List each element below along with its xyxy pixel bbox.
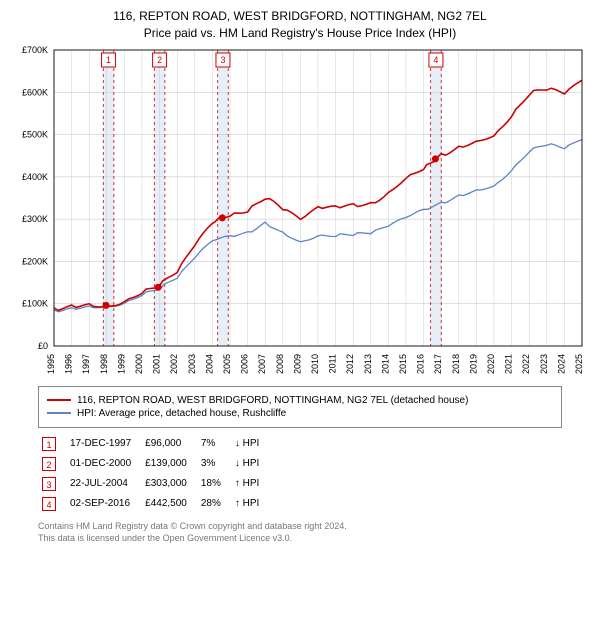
svg-text:£200K: £200K <box>22 256 48 266</box>
title-line-1: 116, REPTON ROAD, WEST BRIDGFORD, NOTTIN… <box>10 8 590 25</box>
legend: 116, REPTON ROAD, WEST BRIDGFORD, NOTTIN… <box>38 386 562 428</box>
marker-badge: 1 <box>42 437 56 451</box>
svg-text:2014: 2014 <box>380 354 390 374</box>
svg-text:2: 2 <box>157 55 162 65</box>
svg-text:1: 1 <box>106 55 111 65</box>
svg-text:2011: 2011 <box>328 354 338 373</box>
svg-text:2016: 2016 <box>416 354 426 374</box>
marker-pct: 28% <box>197 494 231 514</box>
svg-text:2018: 2018 <box>451 354 461 374</box>
svg-text:2015: 2015 <box>398 354 408 374</box>
chart-plot-area: £0 £100K £200K £300K £400K £500K £600K £700K 199… <box>10 42 590 382</box>
chart-svg: £0 £100K £200K £300K £400K £500K £600K £700K 199… <box>10 42 590 382</box>
svg-text:£700K: £700K <box>22 45 48 55</box>
marker-pct: 18% <box>197 474 231 494</box>
svg-text:£500K: £500K <box>22 129 48 139</box>
marker-badge: 3 <box>42 477 56 491</box>
footnote-line-2: This data is licensed under the Open Gov… <box>38 532 562 544</box>
svg-text:3: 3 <box>220 55 225 65</box>
svg-text:2000: 2000 <box>134 354 144 374</box>
marker-badge: 2 <box>42 457 56 471</box>
svg-text:2024: 2024 <box>556 354 566 374</box>
marker-arrow: ↓ HPI <box>231 434 269 454</box>
svg-text:1997: 1997 <box>81 354 91 374</box>
footnote-line-1: Contains HM Land Registry data © Crown c… <box>38 520 562 532</box>
legend-label-subject: 116, REPTON ROAD, WEST BRIDGFORD, NOTTIN… <box>77 395 468 406</box>
markers-table: 1 17-DEC-1997£96,0007%↓ HPI 2 01-DEC-2000£1… <box>38 434 269 514</box>
svg-text:£0: £0 <box>38 341 48 351</box>
marker-date: 02-SEP-2016 <box>66 494 141 514</box>
marker-date: 22-JUL-2004 <box>66 474 141 494</box>
footnote: Contains HM Land Registry data © Crown c… <box>38 520 562 544</box>
svg-text:2019: 2019 <box>468 354 478 374</box>
svg-text:£400K: £400K <box>22 171 48 181</box>
svg-text:1999: 1999 <box>116 354 126 374</box>
marker-row: 2 01-DEC-2000£139,0003%↓ HPI <box>38 454 269 474</box>
marker-badge: 4 <box>42 497 56 511</box>
svg-text:2009: 2009 <box>292 354 302 374</box>
svg-text:2013: 2013 <box>363 354 373 374</box>
svg-text:1995: 1995 <box>46 354 56 374</box>
svg-text:£100K: £100K <box>22 298 48 308</box>
svg-text:2017: 2017 <box>433 354 443 374</box>
marker-row: 4 02-SEP-2016£442,50028%↑ HPI <box>38 494 269 514</box>
chart-container: 116, REPTON ROAD, WEST BRIDGFORD, NOTTIN… <box>0 0 600 554</box>
svg-text:2020: 2020 <box>486 354 496 374</box>
svg-text:2022: 2022 <box>521 354 531 374</box>
svg-text:2002: 2002 <box>169 354 179 374</box>
title-line-2: Price paid vs. HM Land Registry's House … <box>10 25 590 42</box>
svg-text:2006: 2006 <box>240 354 250 374</box>
svg-text:2025: 2025 <box>574 354 584 374</box>
svg-text:£600K: £600K <box>22 87 48 97</box>
chart-title: 116, REPTON ROAD, WEST BRIDGFORD, NOTTIN… <box>10 8 590 42</box>
legend-row-hpi: HPI: Average price, detached house, Rush… <box>47 408 553 419</box>
legend-label-hpi: HPI: Average price, detached house, Rush… <box>77 408 286 419</box>
legend-row-subject: 116, REPTON ROAD, WEST BRIDGFORD, NOTTIN… <box>47 395 553 406</box>
marker-arrow: ↓ HPI <box>231 454 269 474</box>
svg-text:2021: 2021 <box>504 354 514 374</box>
svg-text:2008: 2008 <box>275 354 285 374</box>
svg-text:2001: 2001 <box>152 354 162 374</box>
marker-date: 17-DEC-1997 <box>66 434 141 454</box>
svg-text:1996: 1996 <box>64 354 74 374</box>
marker-arrow: ↑ HPI <box>231 494 269 514</box>
marker-row: 1 17-DEC-1997£96,0007%↓ HPI <box>38 434 269 454</box>
marker-pct: 3% <box>197 454 231 474</box>
marker-arrow: ↑ HPI <box>231 474 269 494</box>
marker-row: 3 22-JUL-2004£303,00018%↑ HPI <box>38 474 269 494</box>
svg-text:2010: 2010 <box>310 354 320 374</box>
svg-text:2023: 2023 <box>539 354 549 374</box>
legend-swatch-subject <box>47 399 71 401</box>
svg-text:2007: 2007 <box>257 354 267 374</box>
marker-price: £442,500 <box>141 494 197 514</box>
svg-text:2003: 2003 <box>187 354 197 374</box>
marker-price: £303,000 <box>141 474 197 494</box>
svg-text:1998: 1998 <box>99 354 109 374</box>
marker-price: £139,000 <box>141 454 197 474</box>
marker-date: 01-DEC-2000 <box>66 454 141 474</box>
svg-text:2005: 2005 <box>222 354 232 374</box>
marker-price: £96,000 <box>141 434 197 454</box>
legend-swatch-hpi <box>47 412 71 414</box>
svg-text:2004: 2004 <box>204 354 214 374</box>
svg-text:2012: 2012 <box>345 354 355 374</box>
marker-pct: 7% <box>197 434 231 454</box>
svg-text:£300K: £300K <box>22 214 48 224</box>
svg-text:4: 4 <box>433 55 438 65</box>
